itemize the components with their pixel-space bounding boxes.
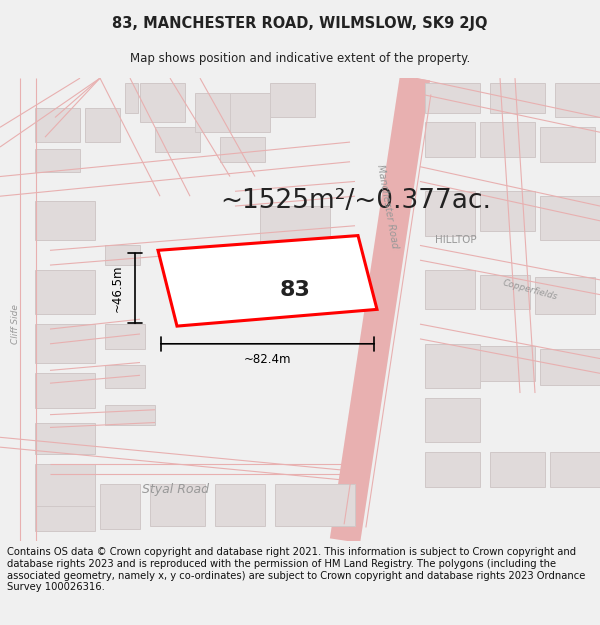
Polygon shape xyxy=(35,270,95,314)
Text: 83: 83 xyxy=(280,280,310,300)
Text: HILLTOP: HILLTOP xyxy=(435,236,476,246)
Polygon shape xyxy=(260,206,330,251)
Polygon shape xyxy=(140,83,185,122)
Polygon shape xyxy=(35,464,95,506)
Text: Contains OS data © Crown copyright and database right 2021. This information is : Contains OS data © Crown copyright and d… xyxy=(7,548,586,592)
Polygon shape xyxy=(125,83,138,112)
Polygon shape xyxy=(425,191,475,236)
Text: 83, MANCHESTER ROAD, WILMSLOW, SK9 2JQ: 83, MANCHESTER ROAD, WILMSLOW, SK9 2JQ xyxy=(112,16,488,31)
Polygon shape xyxy=(540,196,600,241)
Polygon shape xyxy=(425,398,480,442)
Polygon shape xyxy=(35,422,95,454)
Polygon shape xyxy=(535,277,595,314)
Polygon shape xyxy=(490,83,545,112)
Polygon shape xyxy=(425,122,475,157)
Polygon shape xyxy=(480,346,535,381)
Polygon shape xyxy=(35,201,95,241)
Polygon shape xyxy=(490,452,545,486)
Polygon shape xyxy=(105,324,145,349)
Polygon shape xyxy=(155,127,200,152)
Polygon shape xyxy=(430,344,475,383)
Text: Map shows position and indicative extent of the property.: Map shows position and indicative extent… xyxy=(130,52,470,65)
Text: Cliff Side: Cliff Side xyxy=(11,304,20,344)
Polygon shape xyxy=(195,93,235,132)
Polygon shape xyxy=(105,405,155,424)
Polygon shape xyxy=(215,484,265,526)
Polygon shape xyxy=(105,246,140,265)
Polygon shape xyxy=(158,236,377,326)
Polygon shape xyxy=(240,265,290,304)
Polygon shape xyxy=(300,265,345,299)
Polygon shape xyxy=(275,484,355,526)
Polygon shape xyxy=(35,482,95,531)
Polygon shape xyxy=(100,484,140,529)
Polygon shape xyxy=(270,83,315,118)
Polygon shape xyxy=(425,270,475,309)
Polygon shape xyxy=(550,452,600,486)
Text: ~46.5m: ~46.5m xyxy=(110,264,124,312)
Polygon shape xyxy=(540,127,595,162)
Text: Manchester Road: Manchester Road xyxy=(374,163,400,249)
Text: ~1525m²/~0.377ac.: ~1525m²/~0.377ac. xyxy=(220,188,491,214)
Text: Copperfields: Copperfields xyxy=(502,278,559,301)
Polygon shape xyxy=(35,149,80,172)
Text: Styal Road: Styal Road xyxy=(142,483,209,496)
Polygon shape xyxy=(425,452,480,486)
Polygon shape xyxy=(35,373,95,408)
Text: ~82.4m: ~82.4m xyxy=(244,353,291,366)
Polygon shape xyxy=(425,344,480,388)
Polygon shape xyxy=(220,137,265,162)
Polygon shape xyxy=(85,107,120,142)
Polygon shape xyxy=(480,122,535,157)
Polygon shape xyxy=(230,93,270,132)
Polygon shape xyxy=(425,83,480,112)
Polygon shape xyxy=(480,191,535,231)
Polygon shape xyxy=(105,366,145,388)
Polygon shape xyxy=(540,349,600,385)
Polygon shape xyxy=(555,83,600,118)
Polygon shape xyxy=(150,484,205,526)
Polygon shape xyxy=(35,324,95,364)
Polygon shape xyxy=(480,275,530,309)
Polygon shape xyxy=(35,107,80,142)
